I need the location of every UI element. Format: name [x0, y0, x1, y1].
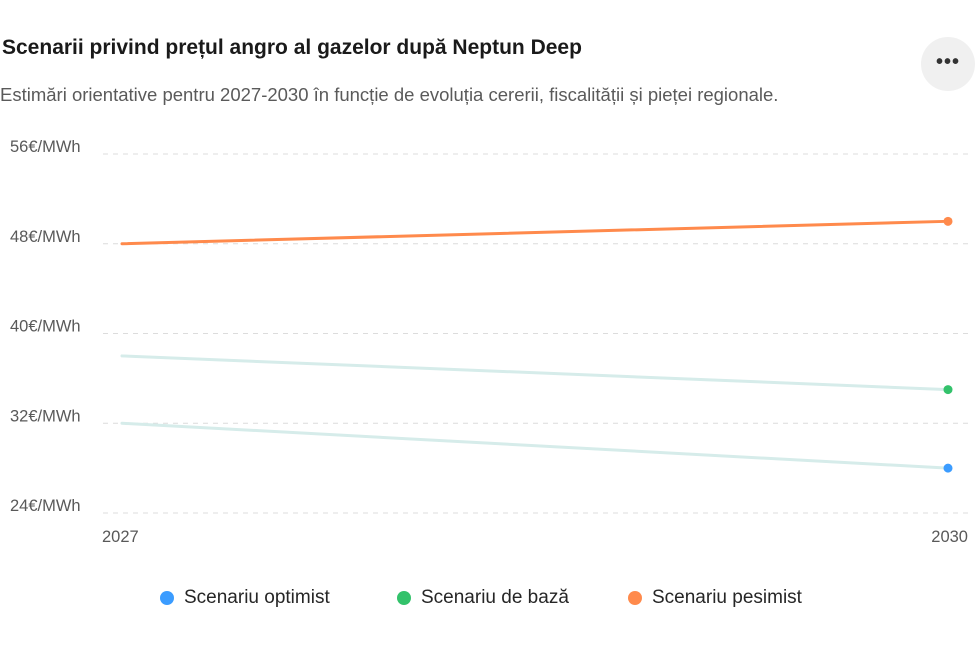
- series-line-optimist[interactable]: [120, 421, 950, 470]
- legend-item-baza[interactable]: Scenariu de bază: [397, 585, 569, 611]
- more-options-button[interactable]: •••: [921, 37, 975, 91]
- data-point-baza[interactable]: [943, 385, 953, 395]
- legend-label-optimist: Scenariu optimist: [184, 587, 330, 608]
- legend-swatch-baza: [397, 591, 411, 605]
- x-axis-ticks: 2027 2030: [102, 528, 968, 546]
- grid-lines: [103, 153, 968, 514]
- legend-swatch-pesimist: [628, 591, 642, 605]
- series-points: [943, 216, 953, 473]
- series-line-pesimist[interactable]: [120, 219, 950, 246]
- y-tick-label: 40€/MWh: [10, 318, 81, 336]
- legend-label-pesimist: Scenariu pesimist: [652, 587, 802, 608]
- series-lines: [120, 219, 950, 470]
- more-horizontal-icon: •••: [935, 51, 960, 73]
- legend-item-optimist[interactable]: Scenariu optimist: [160, 585, 330, 611]
- chart-subtitle: Estimări orientative pentru 2027-2030 în…: [0, 84, 779, 105]
- y-tick-label: 48€/MWh: [10, 228, 81, 246]
- chart-title: Scenarii privind prețul angro al gazelor…: [2, 36, 582, 59]
- legend: Scenariu optimist Scenariu de bază Scena…: [0, 585, 975, 611]
- data-point-optimist[interactable]: [943, 463, 953, 473]
- y-tick-label: 32€/MWh: [10, 407, 81, 425]
- y-tick-label: 24€/MWh: [10, 497, 81, 515]
- y-tick-label: 56€/MWh: [10, 138, 81, 156]
- legend-item-pesimist[interactable]: Scenariu pesimist: [628, 585, 802, 611]
- y-axis-ticks: 56€/MWh 48€/MWh 40€/MWh 32€/MWh 24€/MWh: [10, 138, 81, 515]
- legend-swatch-optimist: [160, 591, 174, 605]
- line-chart: 56€/MWh 48€/MWh 40€/MWh 32€/MWh 24€/MWh 2027…: [10, 138, 968, 546]
- series-line-baza[interactable]: [120, 354, 950, 392]
- legend-label-baza: Scenariu de bază: [421, 587, 569, 608]
- data-point-pesimist[interactable]: [943, 216, 953, 226]
- x-tick-label: 2030: [931, 528, 968, 546]
- x-tick-label: 2027: [102, 528, 139, 546]
